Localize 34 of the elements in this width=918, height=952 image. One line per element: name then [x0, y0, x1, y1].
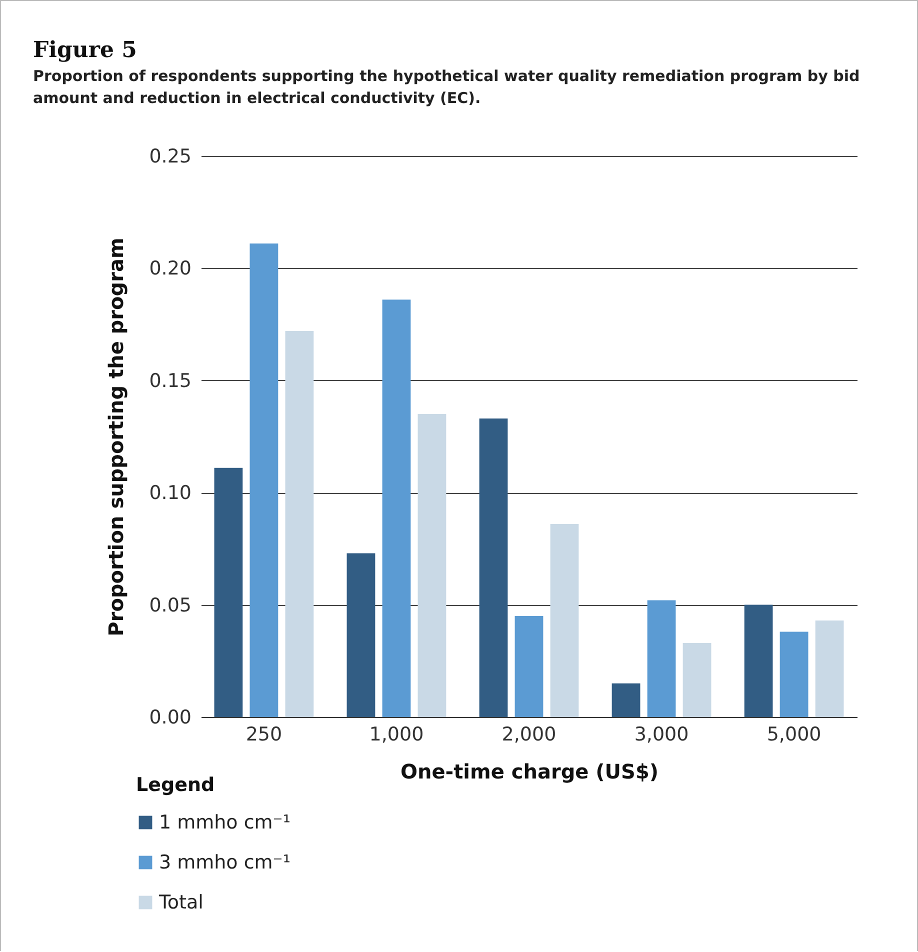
y-axis-title: Proportion supporting the program [104, 238, 128, 636]
x-tick-label: 3,000 [634, 724, 689, 746]
x-tick-label: 1,000 [369, 724, 424, 746]
bar [744, 604, 773, 717]
bar [647, 600, 676, 717]
bar [382, 300, 411, 717]
bar [550, 524, 579, 717]
x-tick-label: 250 [246, 724, 282, 746]
bar [612, 683, 640, 717]
chart-subtitle: Proportion of respondents supporting the hypothetical water quality remediation program by bid amount and reduction in electrical conductivity (EC). [33, 66, 861, 109]
bar [780, 632, 808, 717]
y-tick-label: 0.20 [149, 258, 192, 280]
y-tick-label: 0.10 [149, 482, 192, 504]
y-tick-label: 0.15 [149, 370, 192, 392]
bar [418, 414, 446, 717]
x-tick-label: 2,000 [502, 724, 556, 746]
x-axis-title: One-time charge (US$) [400, 760, 659, 784]
y-tick-label: 0.25 [149, 146, 192, 168]
bar [479, 418, 508, 717]
bar [815, 620, 844, 717]
legend-label: 1 mmho cm⁻¹ [159, 812, 290, 834]
legend-label: 3 mmho cm⁻¹ [159, 852, 290, 874]
chart-title: Figure 5 [33, 37, 138, 63]
legend-label: Total [158, 892, 204, 914]
bar [285, 331, 314, 717]
bar [682, 642, 712, 717]
bar [514, 616, 544, 717]
bar [346, 553, 376, 717]
y-tick-label: 0.00 [149, 706, 192, 728]
y-tick-label: 0.05 [149, 594, 192, 616]
x-tick-label: 5,000 [766, 724, 822, 746]
bar [250, 244, 278, 717]
bar [214, 468, 243, 717]
legend-title: Legend [136, 774, 215, 796]
